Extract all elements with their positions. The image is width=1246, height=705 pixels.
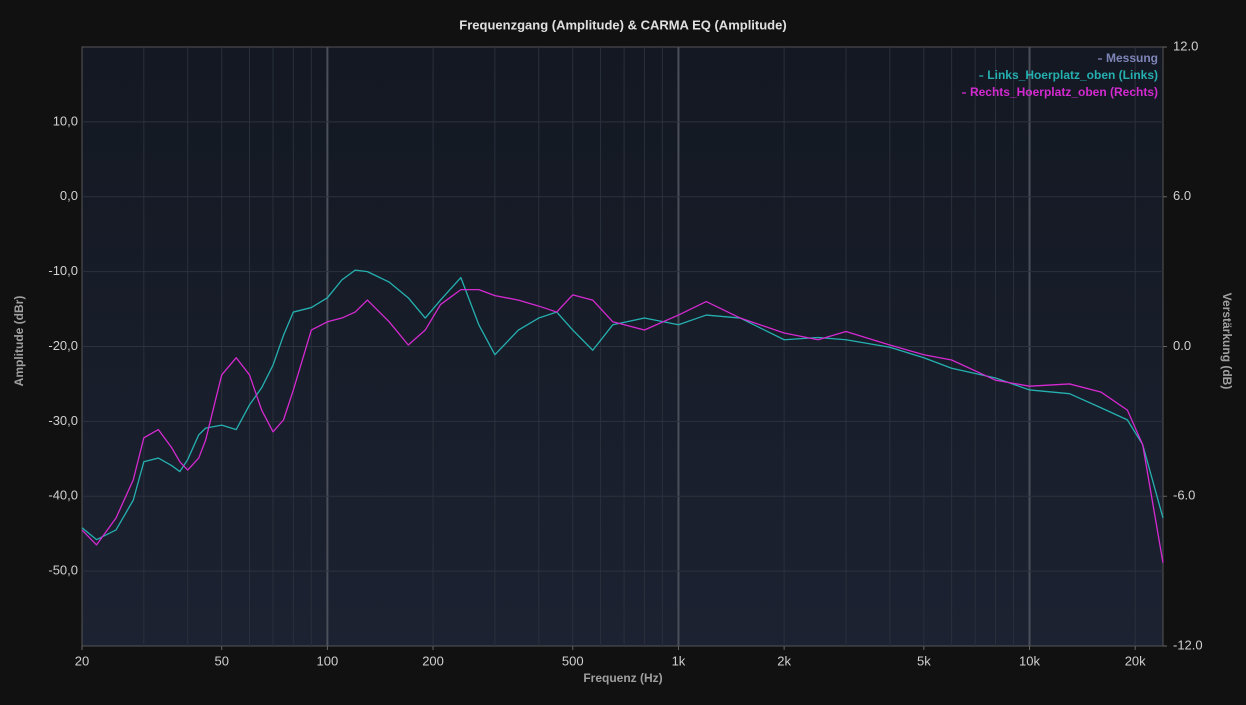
x-tick-label: 5k: [917, 653, 931, 668]
y-tick-label: 10,0: [53, 113, 78, 128]
y2-tick-label: 12.0: [1173, 38, 1198, 53]
series-line: [81, 269, 1164, 541]
legend-label: Links_Hoerplatz_oben (Links): [987, 68, 1158, 82]
x-tick-label: 10k: [1019, 653, 1040, 668]
x-tick-label: 20: [75, 653, 89, 668]
x-tick-label: 20k: [1125, 653, 1146, 668]
y2-tick-label: 0.0: [1173, 338, 1191, 353]
y-tick-label: -10,0: [48, 263, 78, 278]
y2-tick-label: -6.0: [1173, 488, 1195, 503]
series-line: [81, 288, 1164, 563]
grid: [82, 47, 1163, 646]
legend-label: Rechts_Hoerplatz_oben (Rechts): [970, 85, 1158, 99]
x-tick-label: 500: [562, 653, 584, 668]
y-tick-label: -40,0: [48, 488, 78, 503]
y-axis-title: Amplitude (dBr): [12, 296, 26, 387]
x-tick-label: 50: [214, 653, 228, 668]
x-tick-label: 2k: [777, 653, 791, 668]
chart-title: Frequenzgang (Amplitude) & CARMA EQ (Amp…: [459, 17, 786, 32]
x-tick-label: 100: [317, 653, 339, 668]
y-tick-label: -50,0: [48, 563, 78, 578]
y2-tick-label: 6.0: [1173, 188, 1191, 203]
legend-label: Messung: [1106, 51, 1158, 65]
y-tick-label: -30,0: [48, 413, 78, 428]
y2-axis-title: Verstärkung (dB): [1220, 293, 1234, 390]
y2-tick-label: -12.0: [1173, 637, 1203, 652]
y-tick-label: 0,0: [60, 188, 78, 203]
x-tick-label: 200: [422, 653, 444, 668]
y-tick-label: -20,0: [48, 338, 78, 353]
x-axis-title: Frequenz (Hz): [583, 671, 662, 685]
x-tick-label: 1k: [672, 653, 686, 668]
